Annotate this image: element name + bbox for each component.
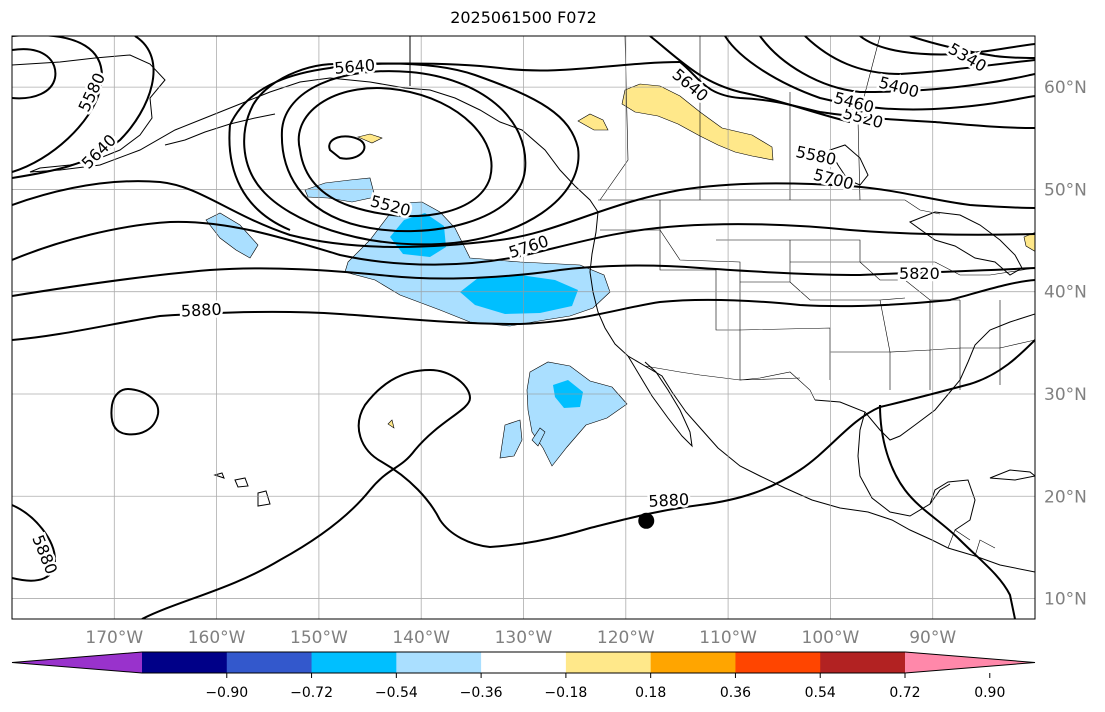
aleutian-islands [164,113,276,146]
height-contour [12,220,1035,266]
colorbar-labels: −0.90 −0.72 −0.54 −0.36 −0.18 0.18 0.36 0.54 0.7… [205,673,1005,701]
contour-label: 5880 [648,490,690,511]
negative-anomaly-region [304,177,376,203]
height-contour [12,279,1035,341]
height-contour [12,180,1035,248]
negative-anomaly-region [499,419,523,459]
colorbar-segment [311,652,397,673]
colorbar-min-extension [12,652,142,673]
height-contour [724,36,1035,111]
colorbar-segment [396,652,482,673]
positive-anomaly-region [621,83,774,161]
latitude-tick-label: 10°N [1044,590,1087,610]
height-contour [280,70,527,233]
colorbar [11,651,1036,674]
positive-anomaly-region [387,419,395,429]
cuba-coastline [989,469,1035,481]
longitude-labels: 170°W 160°W 150°W 140°W 130°W 120°W 110°W 100°W… [85,628,956,648]
us-canada-border [598,199,941,215]
colorbar-segment [820,652,906,673]
hudson-bay-coastline [829,144,869,186]
baja-coastline [627,355,693,448]
colorbar-tick-label: 0.72 [889,685,920,701]
height-contour [759,36,1035,94]
yucatan-coastline [929,479,976,531]
colorbar-tick-label: −0.36 [460,685,503,701]
height-contours [12,36,1035,619]
height-contour [12,504,57,582]
alaska-coastline [12,54,599,213]
longitude-tick-label: 120°W [597,628,655,648]
height-contour [229,61,681,126]
longitude-tick-label: 110°W [699,628,757,648]
colorbar-segment [650,652,736,673]
strong-negative-anomaly-region [460,275,578,314]
negative-anomaly-region [531,427,546,447]
height-contour [12,36,155,179]
negative-anomaly-region [526,361,628,467]
latitude-tick-label: 30°N [1044,385,1087,405]
colorbar-max-extension [905,652,1035,673]
height-contour [859,36,1035,56]
height-contour [110,387,160,436]
colorbar-tick-label: −0.54 [375,685,418,701]
longitude-tick-label: 100°W [802,628,860,648]
gridlines [12,36,1035,619]
west-coastline [589,211,1035,573]
mexico-gulf-coastline [857,411,951,517]
latitude-labels: 60°N 50°N 40°N 30°N 20°N 10°N [1044,78,1087,609]
height-contour [141,339,1035,619]
longitude-tick-label: 140°W [392,628,450,648]
latitude-tick-label: 20°N [1044,487,1087,507]
height-contour [679,61,1035,129]
height-contour [228,124,291,231]
longitude-tick-label: 90°W [909,628,956,648]
latitude-tick-label: 40°N [1044,283,1087,303]
gulf-coastline [814,313,1035,441]
colorbar-tick-label: 0.18 [635,685,666,701]
contour-label: 5820 [899,264,940,283]
height-contour [649,36,851,123]
height-contour [804,36,1035,76]
height-contour [328,135,366,160]
colorbar-tick-label: −0.90 [205,685,248,701]
map-frame [11,35,1036,620]
latitude-tick-label: 60°N [1044,78,1087,98]
colorbar-segment [226,652,313,673]
colorbar-tick-label: 0.90 [974,685,1005,701]
longitude-tick-label: 150°W [290,628,348,648]
height-contour [879,404,1016,619]
height-contour [909,36,1035,59]
longitude-tick-label: 130°W [495,628,553,648]
height-contour [12,36,103,173]
positive-anomaly-region [357,133,383,144]
contour-label: 5880 [180,300,222,321]
mexico-border [644,365,816,401]
colorbar-segment [142,652,228,673]
hawaii-islands [213,472,271,507]
latitude-tick-label: 50°N [1044,180,1087,200]
positive-anomaly-region [577,113,609,131]
colorbar-tick-label: −0.72 [290,685,333,701]
height-contour [12,48,57,100]
colorbar-segment [565,652,652,673]
central-america-borders [947,529,996,557]
longitude-tick-label: 170°W [85,628,143,648]
colorbar-tick-label: 0.54 [805,685,836,701]
height-contour [297,87,493,218]
colorbar-outline [11,651,1036,674]
height-contour [12,264,1035,297]
colorbar-segment [735,652,821,673]
map-title: 2025061500 F072 [450,8,597,27]
colorbar-segment [481,652,567,673]
colorbar-tick-label: −0.18 [544,685,587,701]
longitude-tick-label: 160°W [188,628,246,648]
location-marker [638,512,655,529]
coastlines [12,36,1035,573]
colorbar-tick-label: 0.36 [720,685,751,701]
canada-provinces [599,36,881,201]
contour-label: 5640 [334,55,376,77]
